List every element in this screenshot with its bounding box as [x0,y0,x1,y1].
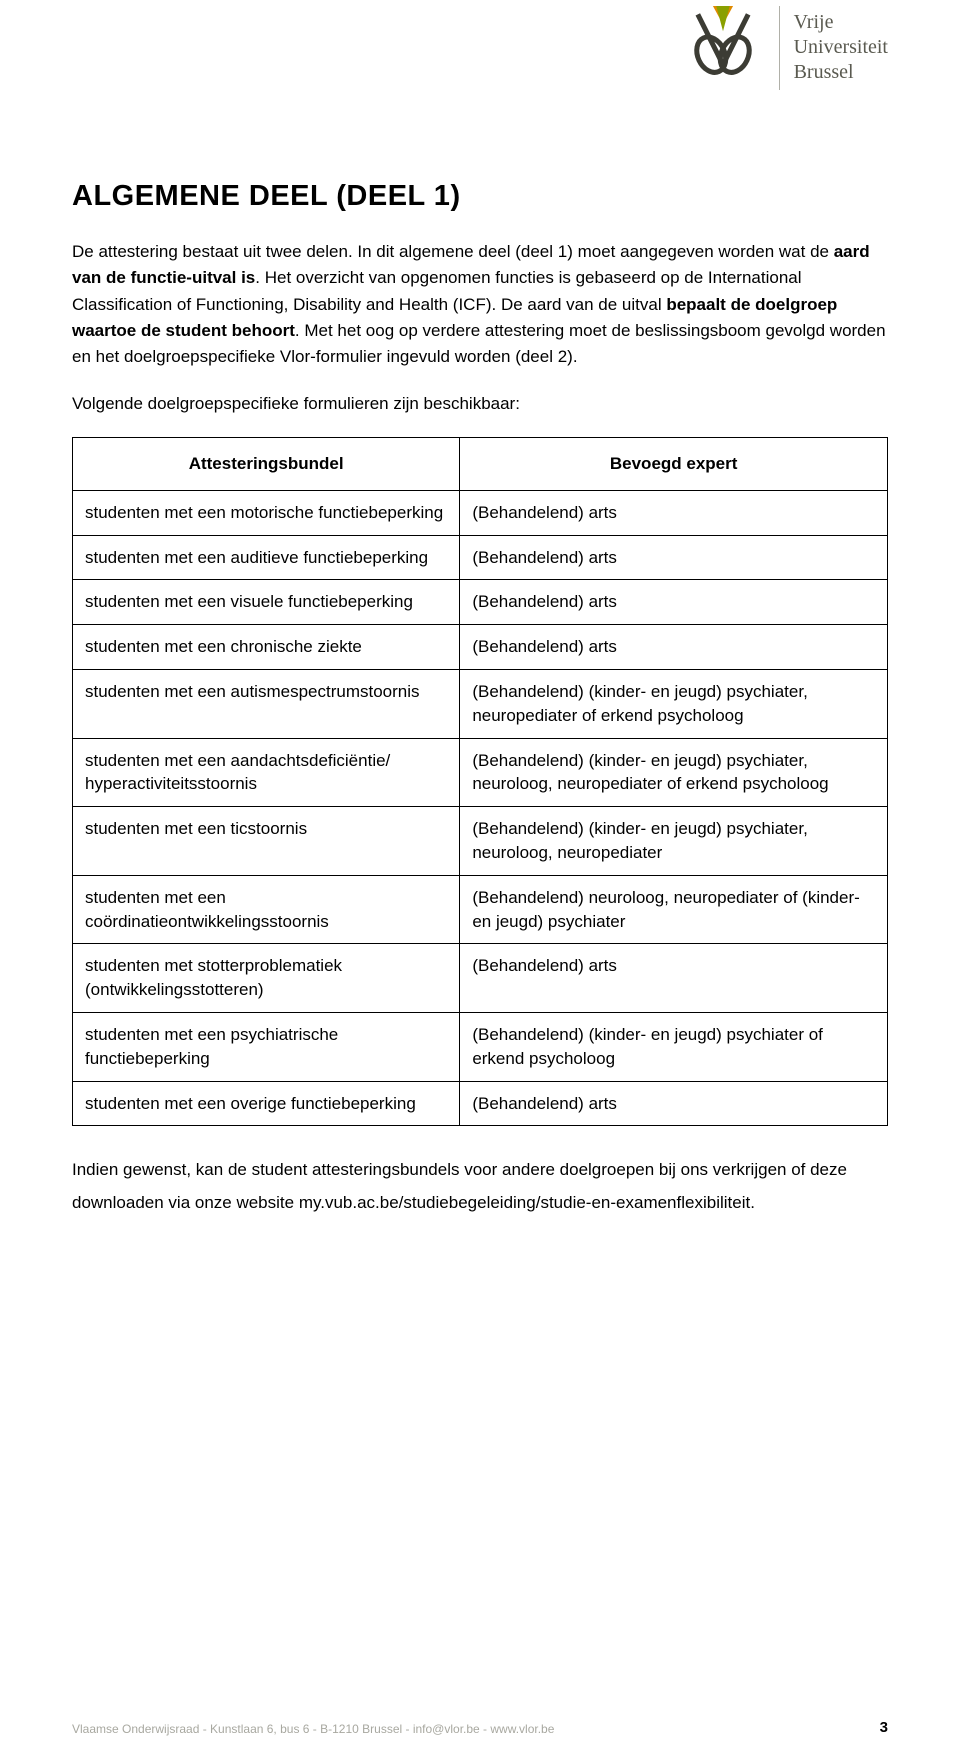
intro-paragraph-1: De attestering bestaat uit twee delen. I… [72,239,888,371]
attestering-table: Attesteringsbundel Bevoegd expert studen… [72,437,888,1126]
logo-line-3: Brussel [794,60,888,85]
logo-line-2: Universiteit [794,35,888,60]
table-cell-bundel: studenten met een overige functiebeperki… [73,1081,460,1126]
vub-logo-icon [681,6,765,90]
table-row: studenten met een auditieve functiebeper… [73,535,888,580]
table-cell-expert: (Behandelend) arts [460,580,888,625]
table-cell-bundel: studenten met een auditieve functiebeper… [73,535,460,580]
footer-text: Vlaamse Onderwijsraad - Kunstlaan 6, bus… [72,1722,554,1736]
closing-paragraph: Indien gewenst, kan de student attesteri… [72,1154,888,1219]
table-cell-bundel: studenten met een chronische ziekte [73,625,460,670]
table-cell-bundel: studenten met een psychiatrische functie… [73,1013,460,1082]
intro-paragraph-2: Volgende doelgroepspecifieke formulieren… [72,391,888,417]
page-number: 3 [880,1719,888,1736]
table-row: studenten met een autismespectrumstoorni… [73,670,888,739]
logo-text: Vrije Universiteit Brussel [794,6,888,85]
page-heading: ALGEMENE DEEL (DEEL 1) [72,180,888,213]
table-row: studenten met een psychiatrische functie… [73,1013,888,1082]
table-cell-expert: (Behandelend) arts [460,625,888,670]
document-page: Vrije Universiteit Brussel ALGEMENE DEEL… [0,0,960,1760]
table-row: studenten met een coördinatieontwikkelin… [73,875,888,944]
table-cell-bundel: studenten met een aandachtsdeficiëntie/ … [73,738,460,807]
table-row: studenten met een visuele functiebeperki… [73,580,888,625]
table-cell-expert: (Behandelend) (kinder- en jeugd) psychia… [460,738,888,807]
table-body: studenten met een motorische functiebepe… [73,490,888,1126]
table-row: studenten met een ticstoornis(Behandelen… [73,807,888,876]
table-row: studenten met een overige functiebeperki… [73,1081,888,1126]
table-row: studenten met een chronische ziekte(Beha… [73,625,888,670]
table-header-row: Attesteringsbundel Bevoegd expert [73,438,888,491]
page-footer: Vlaamse Onderwijsraad - Kunstlaan 6, bus… [72,1719,888,1736]
table-row: studenten met een aandachtsdeficiëntie/ … [73,738,888,807]
table-cell-expert: (Behandelend) (kinder- en jeugd) psychia… [460,807,888,876]
logo-line-1: Vrije [794,10,888,35]
table-cell-expert: (Behandelend) arts [460,535,888,580]
table-row: studenten met stotterproblematiek (ontwi… [73,944,888,1013]
table-cell-expert: (Behandelend) (kinder- en jeugd) psychia… [460,1013,888,1082]
table-cell-expert: (Behandelend) arts [460,1081,888,1126]
table-cell-expert: (Behandelend) arts [460,490,888,535]
table-cell-bundel: studenten met een coördinatieontwikkelin… [73,875,460,944]
university-logo: Vrije Universiteit Brussel [681,6,888,90]
para1-a: De attestering bestaat uit twee delen. I… [72,242,834,261]
col2-header: Bevoegd expert [460,438,888,491]
table-cell-bundel: studenten met een autismespectrumstoorni… [73,670,460,739]
table-cell-bundel: studenten met een motorische functiebepe… [73,490,460,535]
table-cell-expert: (Behandelend) arts [460,944,888,1013]
table-cell-expert: (Behandelend) (kinder- en jeugd) psychia… [460,670,888,739]
table-cell-bundel: studenten met een ticstoornis [73,807,460,876]
table-cell-expert: (Behandelend) neuroloog, neuropediater o… [460,875,888,944]
col1-header: Attesteringsbundel [73,438,460,491]
table-row: studenten met een motorische functiebepe… [73,490,888,535]
table-cell-bundel: studenten met stotterproblematiek (ontwi… [73,944,460,1013]
logo-divider [779,6,780,90]
table-cell-bundel: studenten met een visuele functiebeperki… [73,580,460,625]
